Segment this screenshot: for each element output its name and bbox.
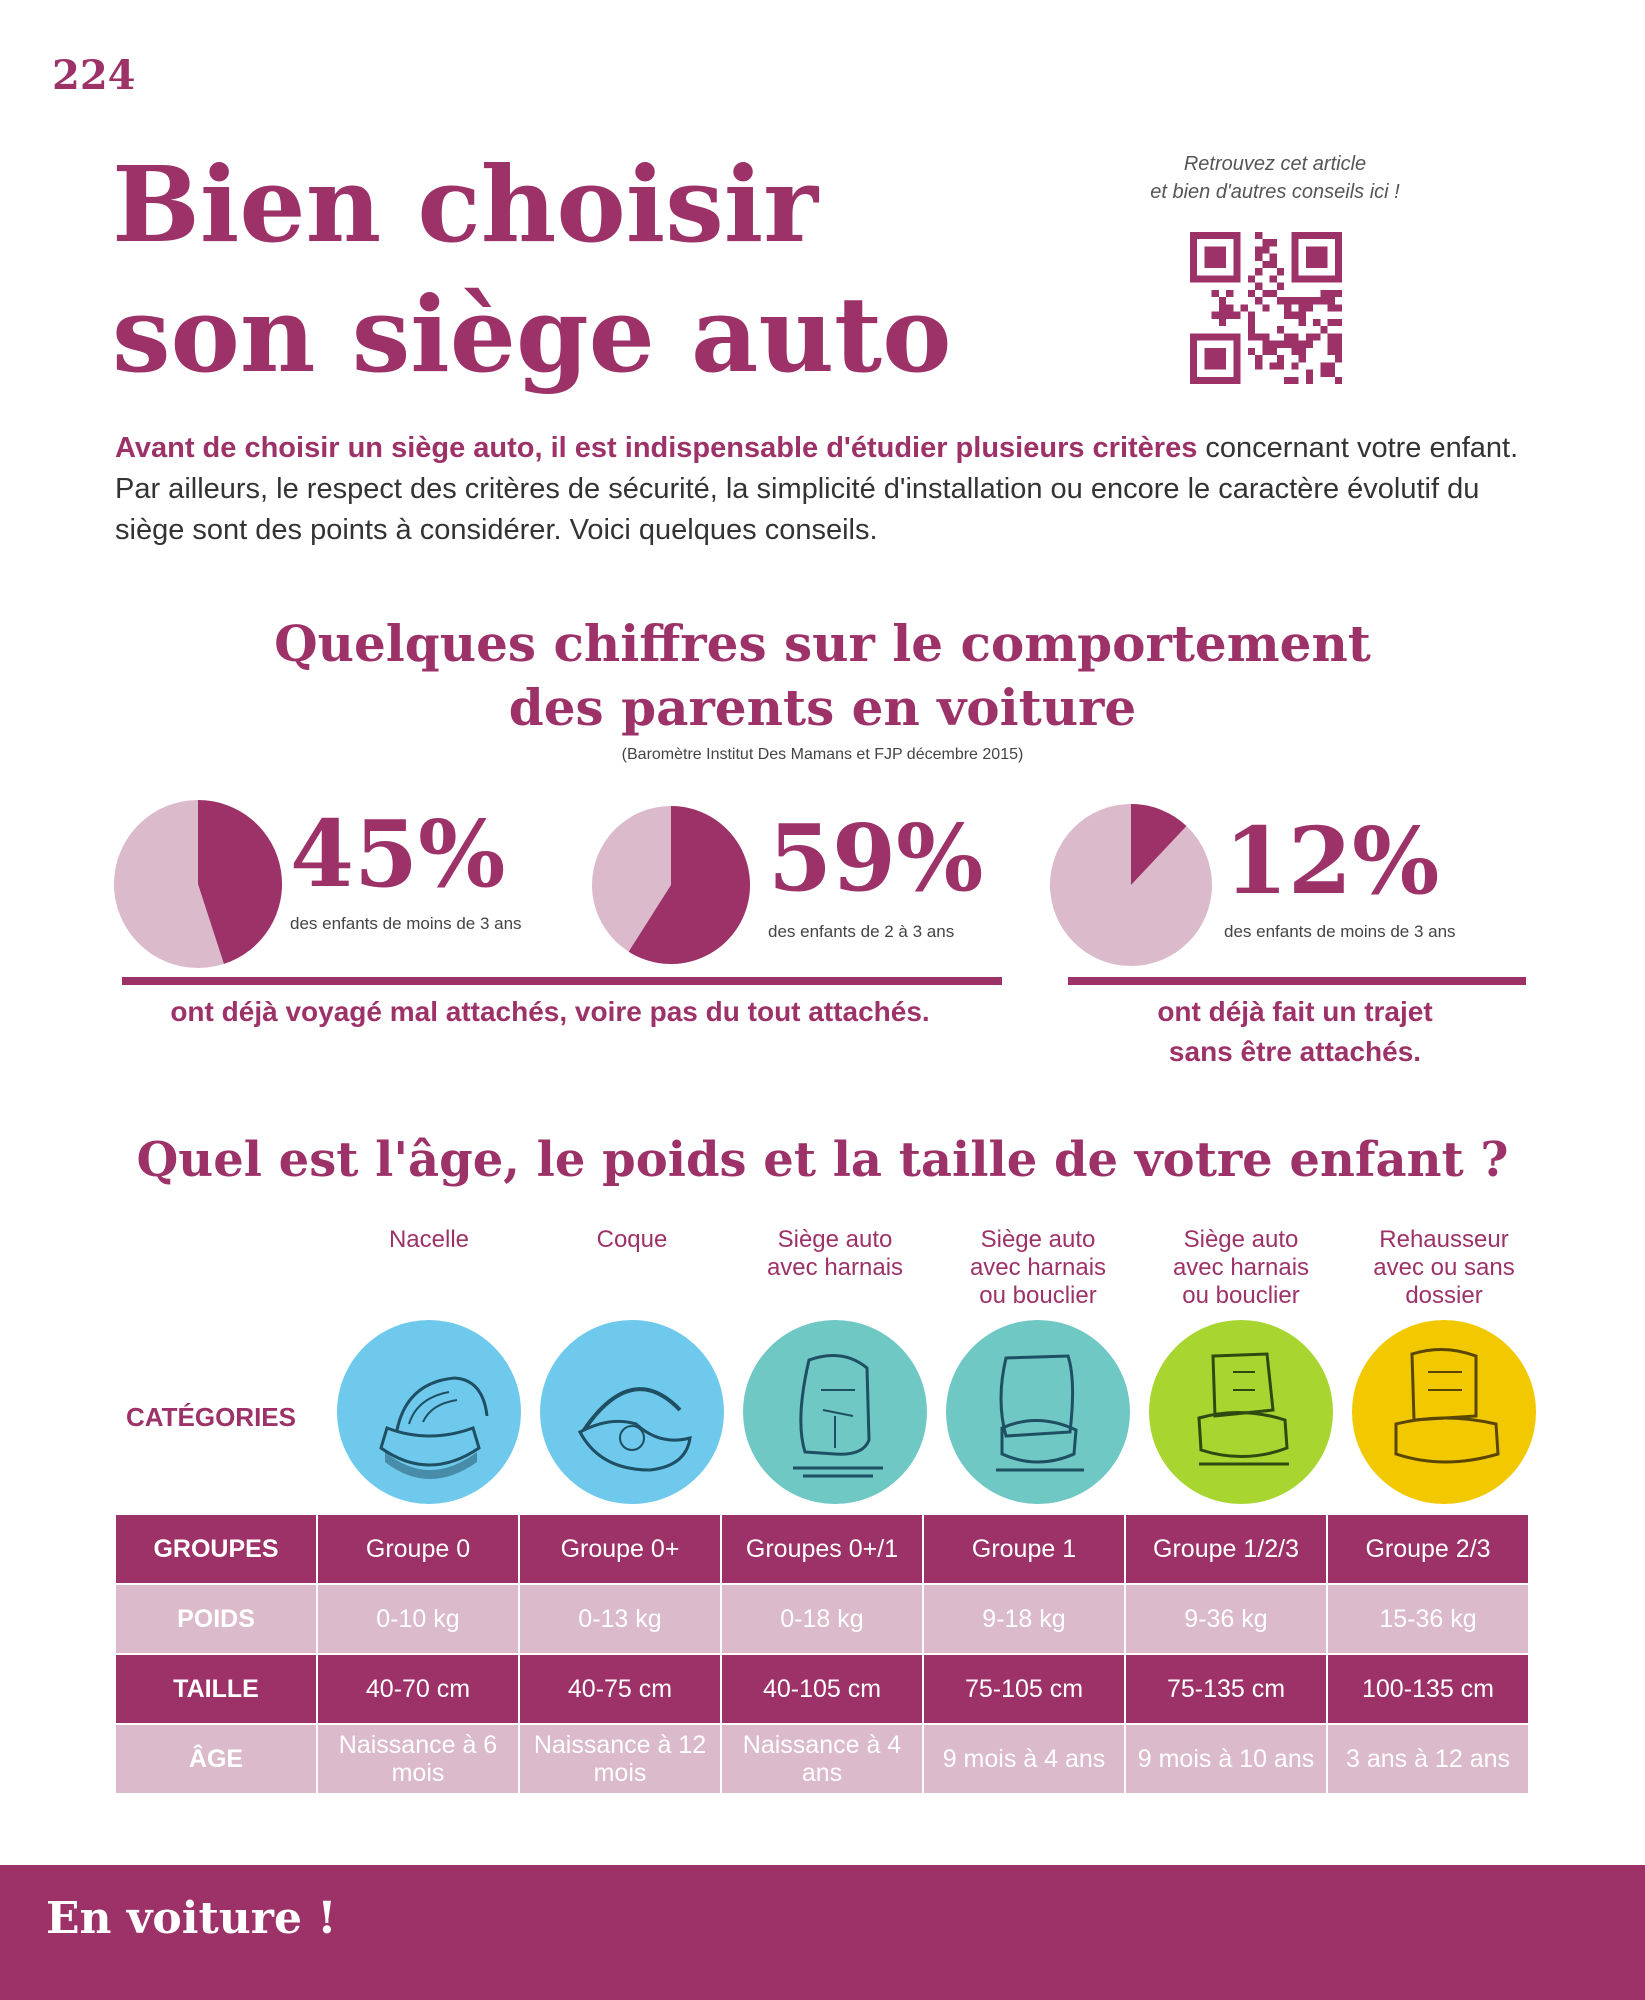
table-cell: Naissance à 12 mois <box>518 1723 722 1795</box>
category-label-line: Siège auto <box>980 1226 1096 1253</box>
table-row-header: GROUPES <box>114 1513 318 1585</box>
stat-value-12: 12% <box>1224 807 1440 915</box>
footer-band: En voiture ! <box>0 1865 1645 2000</box>
table-cell: 0-13 kg <box>518 1583 722 1655</box>
page-title-line1: Bien choisir <box>112 143 819 266</box>
divider-left <box>122 977 1002 985</box>
pie-slice <box>198 800 282 964</box>
category-label-line: Siège auto <box>777 1226 893 1253</box>
qr-caption-line1: Retrouvez cet article <box>1183 153 1367 175</box>
table-cell: Groupe 1/2/3 <box>1124 1513 1328 1585</box>
stat-desc-59: des enfants de 2 à 3 ans <box>768 922 955 941</box>
bassinet-icon <box>337 1320 521 1504</box>
category-label: Siège auto avec harnais ou bouclier <box>948 1226 1128 1310</box>
category-label-line: avec ou sans <box>1373 1254 1515 1281</box>
stats-heading-line2: des parents en voiture <box>508 678 1137 737</box>
category-label-line: Rehausseur <box>1379 1226 1509 1253</box>
page-title: Bien choisir son siège auto <box>112 140 951 400</box>
stat-desc-12: des enfants de moins de 3 ans <box>1224 922 1456 941</box>
stat-desc-45: des enfants de moins de 3 ans <box>290 914 522 933</box>
intro-paragraph: Avant de choisir un siège auto, il est i… <box>115 428 1535 551</box>
table-row: POIDS 0-10 kg 0-13 kg 0-18 kg 9-18 kg 9-36 kg… <box>114 1583 1530 1655</box>
pie-chart-59 <box>592 806 750 964</box>
divider-right <box>1068 977 1526 985</box>
table-row: TAILLE 40-70 cm 40-75 cm 40-105 cm 75-105 cm… <box>114 1653 1530 1725</box>
table-row: ÂGE Naissance à 6 mois Naissance à 12 mois… <box>114 1723 1530 1795</box>
page-title-line2: son siège auto <box>112 273 952 396</box>
category-label: Coque <box>542 1226 722 1254</box>
age-heading: Quel est l'âge, le poids et la taille de… <box>136 1132 1509 1188</box>
booster-seat-icon <box>1352 1320 1536 1504</box>
footer-title: En voiture ! <box>46 1893 337 1944</box>
table-cell: Groupe 0+ <box>518 1513 722 1585</box>
table-cell: Groupe 1 <box>922 1513 1126 1585</box>
category-label-line: ou bouclier <box>1182 1282 1300 1309</box>
category-label: Siège auto avec harnais <box>745 1226 925 1282</box>
table-cell: 40-105 cm <box>720 1653 924 1725</box>
category-label-line: Nacelle <box>388 1226 470 1253</box>
table-row: GROUPES Groupe 0 Groupe 0+ Groupes 0+/1 Grou… <box>114 1513 1530 1585</box>
page-number: 224 <box>52 52 136 99</box>
qr-caption-line2: et bien d'autres conseils ici ! <box>1150 181 1400 203</box>
table-row-header: POIDS <box>114 1583 318 1655</box>
conclusion-right-line2: sans être attachés. <box>1168 1036 1422 1067</box>
category-label-line: Coque <box>596 1226 668 1253</box>
table-cell: 15-36 kg <box>1326 1583 1530 1655</box>
category-label: Siège auto avec harnais ou bouclier <box>1151 1226 1331 1310</box>
category-label-line: avec harnais <box>969 1254 1107 1281</box>
conclusion-right: ont déjà fait un trajet sans être attach… <box>1060 992 1530 1072</box>
table-cell: 9 mois à 10 ans <box>1124 1723 1328 1795</box>
categories-label: CATÉGORIES <box>126 1402 296 1432</box>
qr-code-icon[interactable] <box>1190 232 1342 384</box>
table-cell: 75-105 cm <box>922 1653 1126 1725</box>
table-cell: 75-135 cm <box>1124 1653 1328 1725</box>
pie-slice <box>1131 804 1187 885</box>
stat-value-59: 59% <box>768 804 984 912</box>
table-cell: Naissance à 6 mois <box>316 1723 520 1795</box>
convertible-seat-icon <box>1149 1320 1333 1504</box>
category-label: Nacelle <box>339 1226 519 1254</box>
intro-rest: concernant votre enfant. Par ailleurs, l… <box>115 432 1519 546</box>
harness-seat-icon <box>743 1320 927 1504</box>
table-cell: 40-70 cm <box>316 1653 520 1725</box>
table-cell: 100-135 cm <box>1326 1653 1530 1725</box>
table-cell: Groupe 2/3 <box>1326 1513 1530 1585</box>
infant-carrier-icon <box>540 1320 724 1504</box>
pie-chart-12 <box>1050 804 1212 966</box>
table-cell: 9-18 kg <box>922 1583 1126 1655</box>
conclusion-left: ont déjà voyagé mal attachés, voire pas … <box>170 996 930 1027</box>
category-label: Rehausseur avec ou sans dossier <box>1354 1226 1534 1310</box>
seat-size-table: GROUPES Groupe 0 Groupe 0+ Groupes 0+/1 Grou… <box>114 1513 1530 1795</box>
pie-slice <box>628 806 750 964</box>
table-cell: 9-36 kg <box>1124 1583 1328 1655</box>
stats-heading-line1: Quelques chiffres sur le comportement <box>274 614 1371 673</box>
intro-lead: Avant de choisir un siège auto, il est i… <box>115 432 1198 464</box>
stat-value-45: 45% <box>290 800 506 908</box>
table-cell: 0-18 kg <box>720 1583 924 1655</box>
category-label-line: Siège auto <box>1183 1226 1299 1253</box>
shield-seat-icon <box>946 1320 1130 1504</box>
category-label-line: dossier <box>1405 1282 1483 1309</box>
table-cell: 3 ans à 12 ans <box>1326 1723 1530 1795</box>
table-cell: 0-10 kg <box>316 1583 520 1655</box>
category-label-line: avec harnais <box>1172 1254 1310 1281</box>
table-row-header: ÂGE <box>114 1723 318 1795</box>
table-cell: 9 mois à 4 ans <box>922 1723 1126 1795</box>
stats-heading: Quelques chiffres sur le comportement de… <box>0 612 1645 740</box>
qr-caption: Retrouvez cet article et bien d'autres c… <box>1065 150 1485 206</box>
pie-chart-45 <box>114 800 282 968</box>
table-cell: Naissance à 4 ans <box>720 1723 924 1795</box>
stats-source: (Baromètre Institut Des Mamans et FJP dé… <box>621 746 1024 763</box>
conclusion-right-line1: ont déjà fait un trajet <box>1157 996 1433 1027</box>
table-cell: 40-75 cm <box>518 1653 722 1725</box>
category-label-line: avec harnais <box>766 1254 904 1281</box>
table-row-header: TAILLE <box>114 1653 318 1725</box>
table-cell: Groupe 0 <box>316 1513 520 1585</box>
table-cell: Groupes 0+/1 <box>720 1513 924 1585</box>
category-label-line: ou bouclier <box>979 1282 1097 1309</box>
